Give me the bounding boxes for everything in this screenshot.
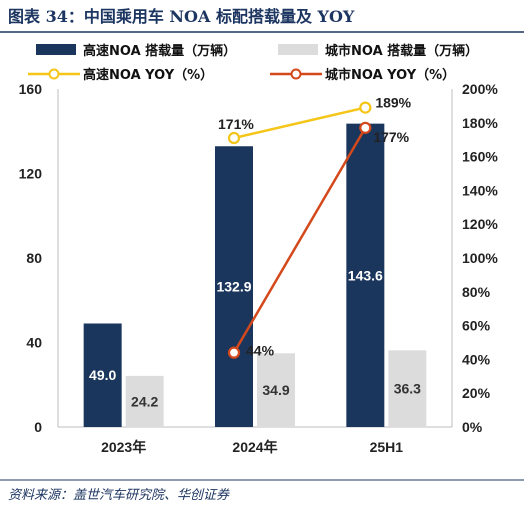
y-right-tick: 200% [462, 81, 498, 97]
y-left-tick: 40 [26, 335, 42, 351]
legend-label: 城市NOA 搭载量（万辆） [325, 43, 478, 59]
bar-label-city: 24.2 [131, 393, 158, 409]
yoy-label: 171% [218, 116, 254, 132]
axes: 0 40 80 120 160 0% 20% 40% 60% 80% 100% 120% 140% 160… [19, 81, 499, 455]
data-labels: 49.0 24.2 132.9 34.9 143.6 36.3 171% 189% 44% 177… [89, 95, 421, 410]
x-tick: 2024年 [232, 439, 277, 455]
y-right-tick: 40% [462, 351, 491, 367]
legend-swatch-marker [48, 68, 60, 80]
y-left-tick: 120 [19, 166, 43, 182]
y-right-tick: 140% [462, 182, 498, 198]
yoy-marker [227, 131, 241, 145]
yoy-line-highway [233, 106, 366, 140]
bar-highway-noa [346, 123, 385, 428]
yoy-marker [227, 346, 241, 359]
bar-highway-noa [215, 146, 253, 427]
y-left-tick: 80 [26, 250, 42, 266]
x-tick: 2023年 [101, 439, 146, 455]
y-right-tick: 80% [462, 284, 491, 300]
y-left-tick: 0 [34, 419, 42, 435]
bar-highway-noa [83, 323, 122, 427]
legend-swatch-bar [278, 44, 318, 55]
y-left-tick: 160 [19, 81, 43, 97]
y-right-tick: 0% [462, 419, 483, 435]
bar-label-highway: 132.9 [216, 279, 251, 295]
yoy-lines [227, 101, 372, 359]
yoy-marker [359, 101, 372, 114]
bar-label-city: 36.3 [394, 381, 421, 397]
legend-label: 高速NOA 搭载量（万辆） [83, 43, 236, 59]
y-right-tick: 160% [462, 149, 498, 165]
x-tick: 25H1 [370, 439, 404, 455]
legend-swatch-marker [290, 68, 302, 80]
bar-label-city: 34.9 [262, 382, 289, 398]
bars [83, 123, 427, 428]
yoy-label: 177% [373, 129, 409, 145]
bar-city-noa [388, 350, 427, 427]
bar-label-highway: 143.6 [348, 267, 383, 283]
y-right-tick: 20% [462, 385, 491, 401]
yoy-label: 189% [375, 95, 411, 111]
yoy-line-city [232, 127, 367, 354]
legend-swatch-bar [36, 44, 76, 55]
legend: 高速NOA 搭载量（万辆） 城市NOA 搭载量（万辆） 高速NOA YOY（%） 城市… [28, 43, 478, 83]
bar-city-noa [125, 375, 164, 427]
legend-label: 城市NOA YOY（%） [325, 67, 455, 83]
y-right-tick: 120% [462, 216, 498, 232]
source-note: 资料来源：盖世汽车研究院、华创证券 [8, 487, 230, 503]
y-right-tick: 100% [462, 250, 498, 266]
bar-label-highway: 49.0 [89, 367, 116, 383]
yoy-label: 44% [246, 343, 275, 359]
y-right-tick: 180% [462, 115, 498, 131]
y-right-tick: 60% [462, 318, 491, 334]
bar-city-noa [257, 353, 295, 427]
yoy-marker [359, 121, 372, 134]
chart-title: 图表 34：中国乘用车 NOA 标配搭载量及 YOY [8, 7, 355, 26]
legend-label: 高速NOA YOY（%） [83, 67, 213, 83]
